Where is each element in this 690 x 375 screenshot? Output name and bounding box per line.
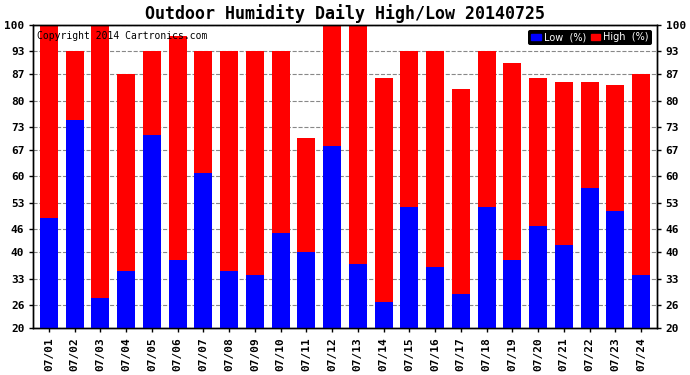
Bar: [323, 21, 341, 375]
Bar: [477, 51, 495, 375]
Bar: [426, 51, 444, 375]
Bar: [143, 51, 161, 375]
Bar: [607, 210, 624, 375]
Bar: [503, 260, 522, 375]
Bar: [195, 51, 213, 375]
Bar: [555, 82, 573, 375]
Bar: [91, 25, 110, 375]
Bar: [117, 271, 135, 375]
Text: Copyright 2014 Cartronics.com: Copyright 2014 Cartronics.com: [37, 31, 207, 41]
Bar: [323, 146, 341, 375]
Bar: [349, 264, 367, 375]
Bar: [168, 36, 187, 375]
Bar: [168, 260, 187, 375]
Bar: [400, 207, 418, 375]
Bar: [503, 63, 522, 375]
Bar: [555, 244, 573, 375]
Title: Outdoor Humidity Daily High/Low 20140725: Outdoor Humidity Daily High/Low 20140725: [145, 4, 545, 23]
Bar: [66, 51, 83, 375]
Bar: [607, 86, 624, 375]
Bar: [400, 51, 418, 375]
Bar: [195, 172, 213, 375]
Bar: [66, 120, 83, 375]
Bar: [375, 78, 393, 375]
Bar: [297, 138, 315, 375]
Bar: [632, 275, 650, 375]
Bar: [452, 294, 470, 375]
Bar: [143, 135, 161, 375]
Bar: [220, 271, 238, 375]
Bar: [40, 25, 58, 375]
Bar: [375, 302, 393, 375]
Bar: [580, 82, 599, 375]
Bar: [349, 25, 367, 375]
Bar: [632, 74, 650, 375]
Bar: [246, 275, 264, 375]
Bar: [91, 298, 110, 375]
Bar: [246, 51, 264, 375]
Bar: [529, 78, 547, 375]
Bar: [117, 74, 135, 375]
Bar: [40, 218, 58, 375]
Bar: [477, 207, 495, 375]
Bar: [297, 252, 315, 375]
Bar: [272, 51, 290, 375]
Bar: [580, 188, 599, 375]
Bar: [220, 51, 238, 375]
Bar: [272, 233, 290, 375]
Bar: [426, 267, 444, 375]
Bar: [529, 226, 547, 375]
Legend: Low  (%), High  (%): Low (%), High (%): [528, 30, 651, 45]
Bar: [452, 89, 470, 375]
